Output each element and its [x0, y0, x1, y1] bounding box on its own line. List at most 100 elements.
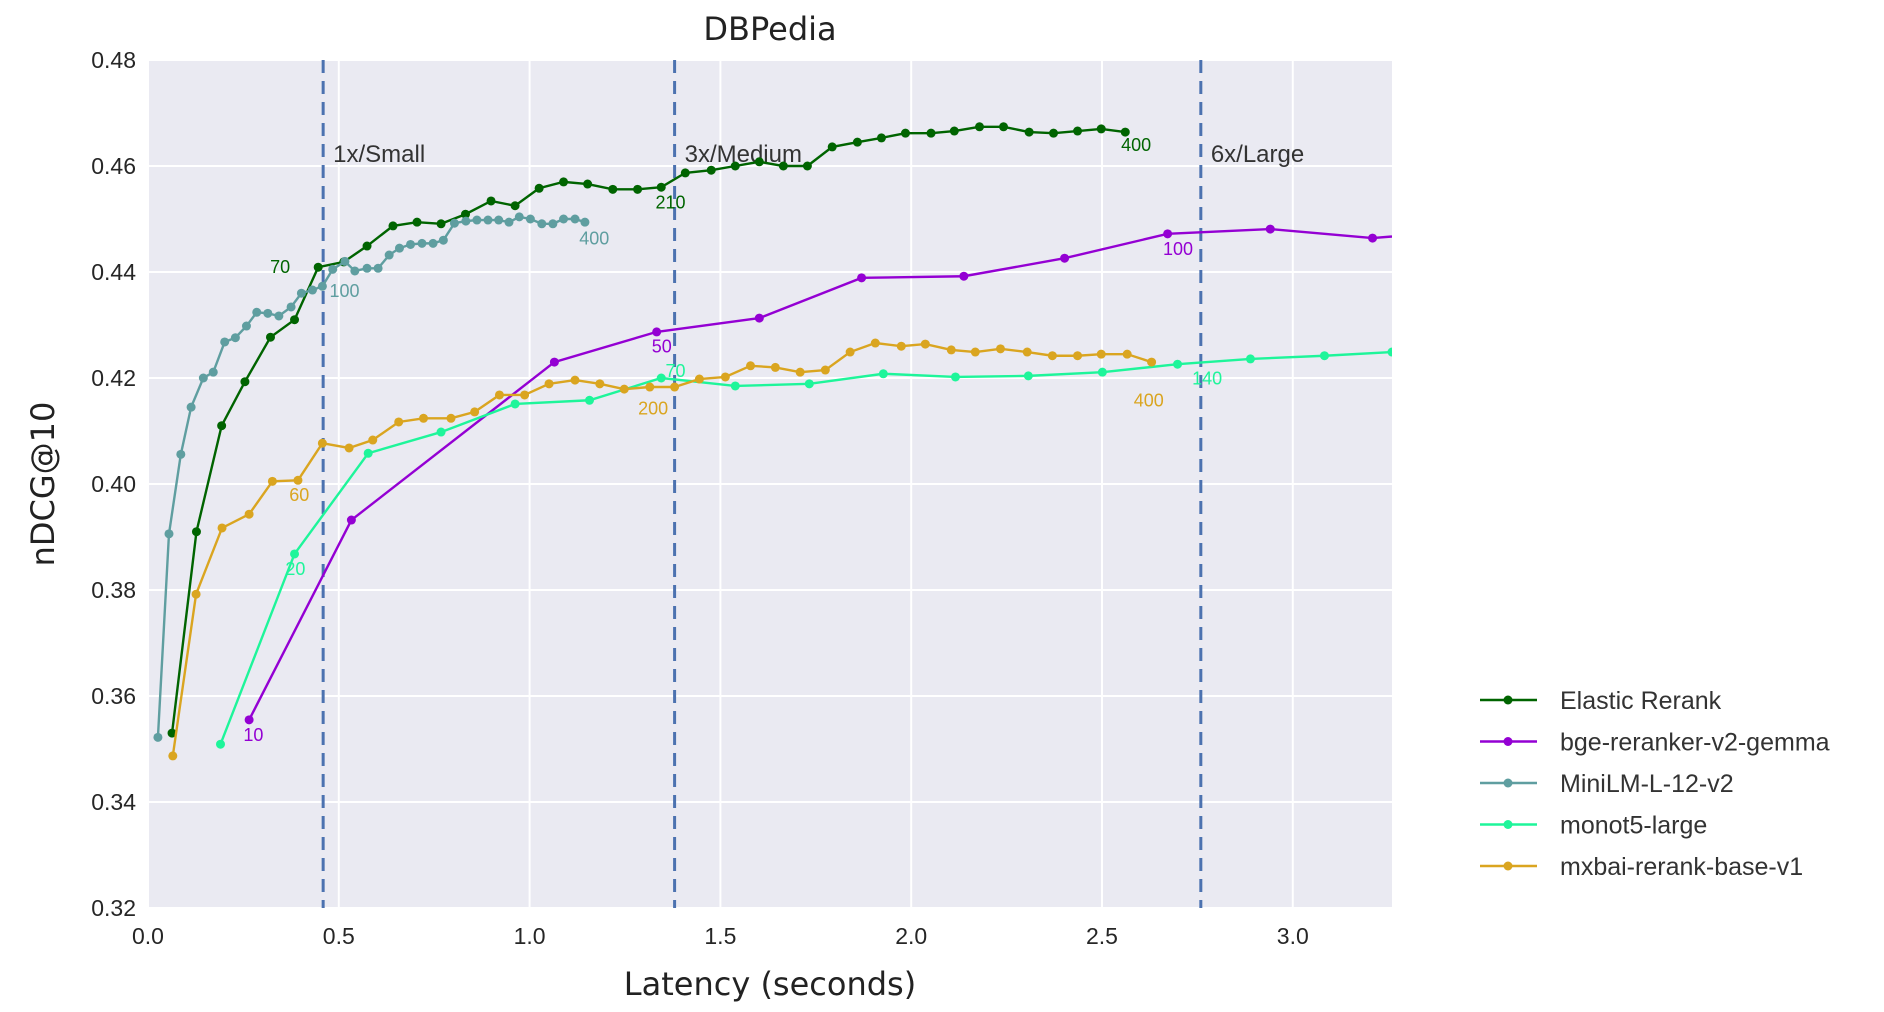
data-point	[438, 235, 448, 245]
data-point	[795, 367, 805, 377]
data-point	[290, 549, 300, 559]
data-point	[870, 338, 880, 348]
y-tick-label: 0.44	[91, 259, 136, 285]
y-tick-label: 0.32	[91, 895, 136, 921]
legend: Elastic Rerank bge-reranker-v2-gemma MiniL…	[1480, 687, 1830, 881]
data-point	[652, 327, 662, 337]
data-point	[514, 212, 524, 222]
data-point	[525, 214, 535, 224]
y-tick-labels: 0.32 0.34 0.36 0.38 0.40 0.42 0.44 0.46 0.48	[91, 47, 136, 921]
data-point	[265, 332, 275, 342]
x-tick-label: 1.0	[514, 923, 546, 949]
data-point	[778, 161, 788, 171]
data-point	[244, 509, 254, 519]
data-point	[706, 165, 716, 175]
data-point	[876, 133, 886, 143]
data-point	[926, 128, 936, 138]
data-point	[470, 407, 480, 417]
y-tick-label: 0.40	[91, 471, 136, 497]
data-point	[510, 399, 520, 409]
data-point	[946, 345, 956, 355]
data-point	[1460, 226, 1469, 235]
data-point	[645, 382, 655, 392]
data-point	[446, 413, 456, 423]
data-point	[1173, 359, 1183, 369]
data-point	[633, 184, 643, 194]
y-tick-label: 0.46	[91, 153, 136, 179]
point-label: 100	[330, 281, 360, 301]
data-point	[1024, 127, 1034, 137]
data-point	[412, 217, 422, 227]
data-point	[770, 362, 780, 372]
data-point	[461, 216, 471, 226]
point-label: 400	[1121, 135, 1151, 155]
data-point	[186, 402, 196, 412]
data-point	[208, 367, 218, 377]
data-point	[720, 372, 730, 382]
data-point	[1060, 253, 1070, 263]
data-point	[970, 347, 980, 357]
data-point	[167, 728, 177, 738]
series-mxbai-rerank-base-v1	[168, 338, 1157, 761]
data-point	[1147, 357, 1157, 367]
data-point	[362, 263, 372, 273]
x-tick-label: 2.0	[895, 923, 927, 949]
data-point	[504, 217, 514, 227]
data-point	[1049, 128, 1059, 138]
data-point	[656, 373, 666, 383]
data-point	[802, 161, 812, 171]
series-elastic-rerank	[167, 122, 1130, 738]
data-point	[534, 183, 544, 193]
data-point	[317, 281, 327, 291]
data-point	[585, 395, 595, 405]
series-group	[153, 122, 1469, 761]
data-point	[1022, 347, 1032, 357]
series-line	[248, 227, 1392, 721]
data-point	[313, 262, 323, 272]
legend-marker	[1503, 778, 1513, 788]
data-point	[959, 271, 969, 281]
data-point	[428, 238, 438, 248]
data-point	[730, 381, 740, 391]
data-point	[1073, 126, 1083, 136]
data-point	[483, 215, 493, 225]
data-point	[240, 377, 250, 387]
data-point	[656, 182, 666, 192]
x-tick-label: 2.5	[1086, 923, 1118, 949]
data-point	[216, 739, 226, 749]
data-point	[754, 313, 764, 323]
series-bge-reranker-v2-gemma	[244, 224, 1469, 725]
data-point	[394, 243, 404, 253]
data-point	[406, 239, 416, 249]
data-point	[999, 122, 1009, 132]
data-point	[950, 372, 960, 382]
data-point	[168, 751, 178, 761]
point-label: 20	[285, 559, 305, 579]
data-point	[559, 177, 569, 187]
x-tick-label: 3.0	[1277, 923, 1309, 949]
data-point	[252, 307, 262, 317]
y-tick-label: 0.42	[91, 365, 136, 391]
data-point	[583, 179, 593, 189]
data-point	[472, 215, 482, 225]
data-point	[754, 157, 764, 167]
data-point	[619, 384, 629, 394]
y-tick-label: 0.48	[91, 47, 136, 73]
series-minilm-l-12-v2	[153, 212, 590, 742]
data-point	[694, 374, 704, 384]
data-point	[820, 365, 830, 375]
data-point	[244, 715, 254, 725]
legend-marker	[1503, 861, 1513, 871]
data-point	[191, 527, 201, 537]
data-point	[544, 379, 554, 389]
data-point	[362, 241, 372, 251]
data-point	[368, 435, 378, 445]
data-point	[670, 382, 680, 392]
data-point	[595, 379, 605, 389]
data-point	[384, 250, 394, 260]
data-point	[995, 344, 1005, 354]
data-point	[1122, 349, 1132, 359]
data-point	[949, 126, 959, 136]
point-label: 400	[1134, 390, 1164, 410]
x-tick-labels: 0.0 0.5 1.0 1.5 2.0 2.5 3.0	[132, 923, 1309, 949]
